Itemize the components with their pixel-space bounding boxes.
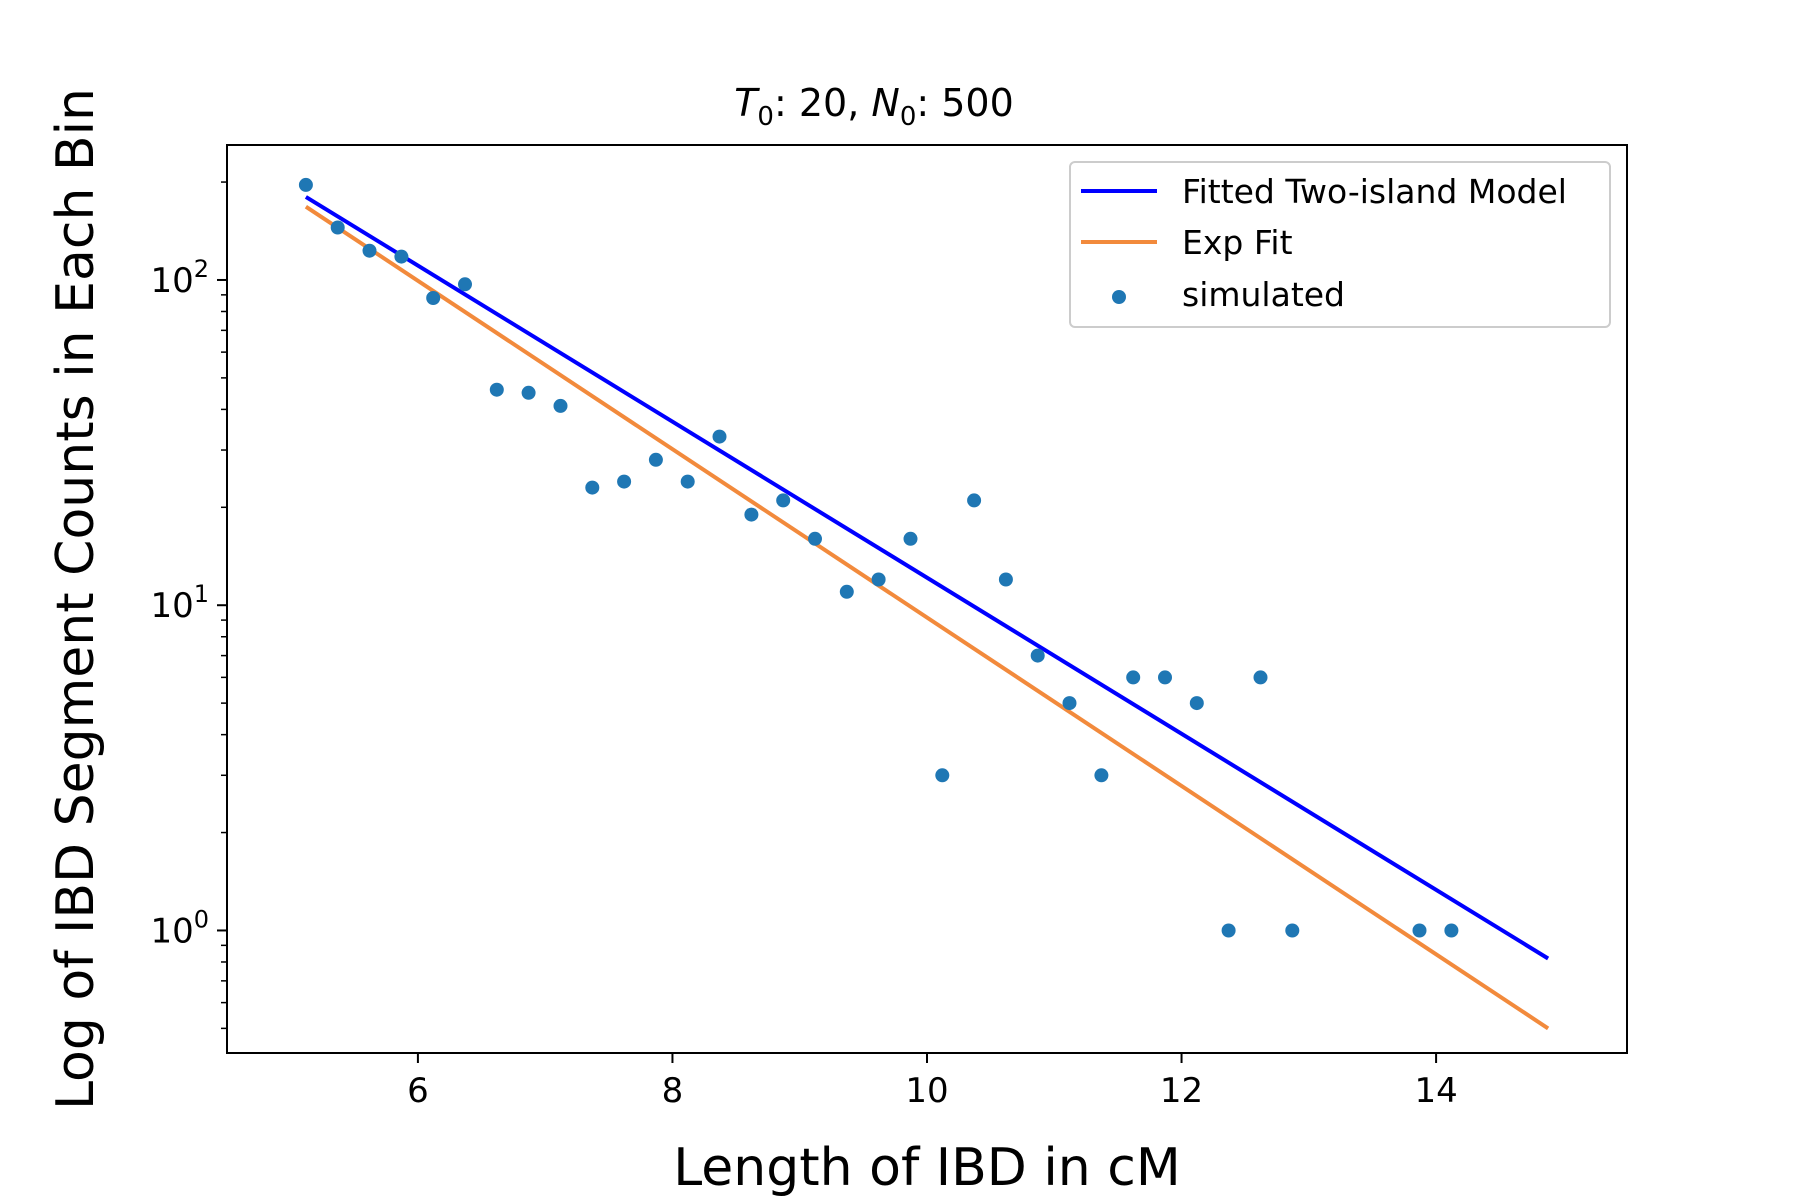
x-tick-label: 12 [1160, 1071, 1203, 1111]
data-point [394, 249, 409, 264]
legend-label-two-island: Fitted Two-island Model [1182, 172, 1567, 211]
x-axis-ticks: 6 8 10 12 14 [407, 1053, 1458, 1111]
data-point [426, 291, 441, 305]
legend-label-simulated: simulated [1182, 275, 1345, 314]
series-line-0 [304, 195, 1550, 961]
x-tick-label: 10 [905, 1071, 948, 1111]
legend-swatch-simulated [1112, 290, 1126, 304]
data-point [1444, 923, 1459, 938]
data-point [744, 507, 759, 522]
data-point [458, 277, 472, 292]
y-axis-label: Log of IBD Segment Counts in Each Bin [46, 88, 106, 1110]
data-point [1189, 696, 1204, 711]
data-point [712, 429, 727, 444]
y-tick-label: 101 [150, 580, 209, 626]
y-axis-ticks: 100 101 102 [150, 181, 227, 1030]
data-point [489, 382, 504, 397]
data-point [1030, 648, 1045, 663]
data-point [808, 531, 822, 546]
data-point [967, 493, 982, 508]
y-tick-label: 100 [150, 905, 209, 951]
data-point [648, 452, 663, 467]
data-point [553, 398, 568, 413]
data-point [617, 474, 632, 489]
series-line-1 [304, 205, 1550, 1031]
legend-label-exp-fit: Exp Fit [1182, 223, 1293, 262]
data-point [330, 220, 345, 235]
data-point [839, 584, 854, 599]
data-point [998, 572, 1013, 587]
data-point [1253, 670, 1268, 685]
data-point [298, 177, 313, 192]
data-point [585, 480, 600, 495]
data-point [1062, 696, 1077, 711]
data-point [871, 572, 886, 587]
x-tick-label: 8 [662, 1071, 684, 1111]
legend: Fitted Two-island Model Exp Fit simulate… [1069, 161, 1611, 328]
chart-title: T0: 20, N0: 500 [734, 81, 1014, 132]
data-point [1285, 923, 1300, 938]
data-point [1126, 670, 1141, 685]
x-axis-label: Length of IBD in cM [673, 1138, 1181, 1198]
data-point [521, 385, 536, 400]
x-tick-label: 14 [1414, 1071, 1457, 1111]
data-point [1158, 670, 1172, 685]
data-point [1412, 923, 1427, 938]
data-point [1094, 768, 1109, 783]
series-layer [298, 177, 1550, 1031]
data-point [1221, 923, 1236, 938]
legend-box [1069, 161, 1611, 328]
data-point [903, 531, 918, 546]
data-point [935, 768, 950, 783]
data-point [362, 243, 377, 258]
x-tick-label: 6 [407, 1071, 429, 1111]
data-point [776, 493, 791, 508]
data-point [680, 474, 695, 489]
y-tick-label: 102 [150, 255, 209, 301]
